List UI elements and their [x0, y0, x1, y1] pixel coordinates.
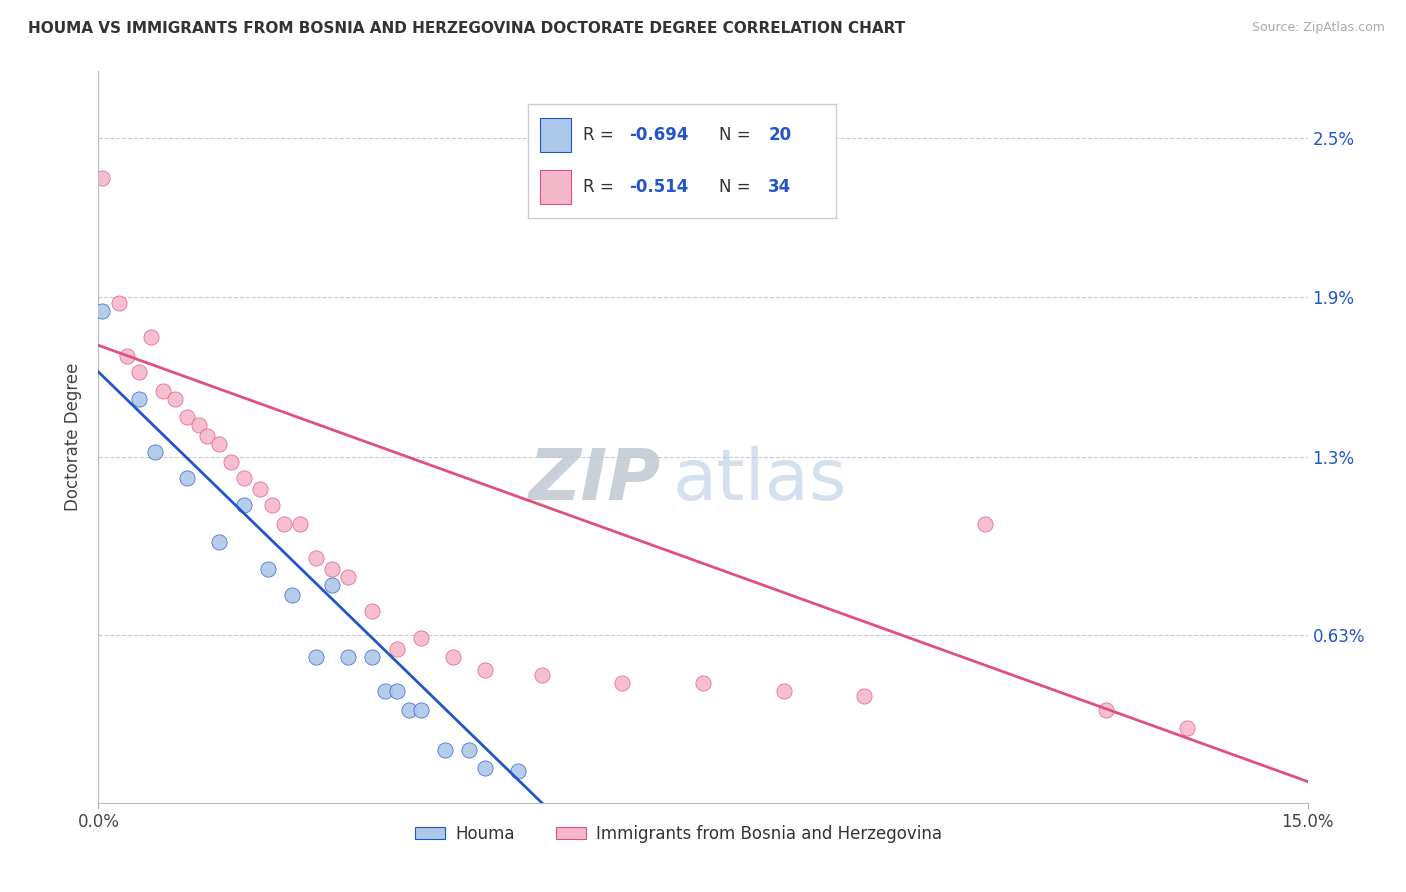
Point: [176, 471, 198, 485]
Point: [692, 676, 714, 690]
Point: [163, 392, 186, 406]
Point: [143, 444, 166, 458]
Point: [107, 295, 129, 310]
Point: [321, 562, 343, 576]
Point: [221, 455, 243, 469]
Point: [374, 684, 396, 698]
Point: [188, 418, 211, 433]
Point: [458, 742, 481, 756]
Point: [208, 436, 231, 450]
Y-axis label: Doctorate Degree: Doctorate Degree: [65, 363, 83, 511]
Point: [128, 365, 150, 379]
Point: [208, 535, 231, 549]
Point: [152, 384, 174, 398]
Point: [530, 668, 553, 682]
Point: [398, 703, 420, 717]
Point: [128, 392, 150, 406]
Point: [1175, 722, 1198, 736]
Point: [195, 429, 218, 443]
Text: ZIP: ZIP: [529, 447, 661, 516]
Point: [256, 562, 278, 576]
Point: [474, 663, 496, 677]
Text: atlas: atlas: [672, 447, 848, 516]
Point: [361, 649, 384, 664]
Point: [612, 676, 634, 690]
Text: HOUMA VS IMMIGRANTS FROM BOSNIA AND HERZEGOVINA DOCTORATE DEGREE CORRELATION CHA: HOUMA VS IMMIGRANTS FROM BOSNIA AND HERZ…: [28, 21, 905, 37]
Point: [249, 482, 271, 496]
Point: [176, 410, 198, 425]
Point: [273, 516, 295, 531]
Point: [91, 170, 114, 185]
Point: [474, 761, 496, 775]
Point: [853, 690, 876, 704]
Point: [409, 631, 432, 645]
Point: [506, 764, 529, 778]
Point: [337, 570, 360, 584]
Point: [91, 303, 114, 318]
Point: [115, 349, 138, 363]
Point: [1095, 703, 1118, 717]
Point: [441, 649, 464, 664]
Point: [361, 604, 384, 618]
Legend: Houma, Immigrants from Bosnia and Herzegovina: Houma, Immigrants from Bosnia and Herzeg…: [409, 818, 949, 849]
Point: [232, 498, 254, 512]
Point: [434, 742, 457, 756]
Point: [321, 577, 343, 591]
Point: [260, 498, 283, 512]
Point: [288, 516, 311, 531]
Point: [409, 703, 432, 717]
Point: [305, 649, 328, 664]
Point: [337, 649, 360, 664]
Point: [385, 641, 408, 656]
Point: [139, 330, 162, 344]
Point: [232, 471, 254, 485]
Point: [281, 588, 304, 602]
Point: [305, 551, 328, 566]
Point: [772, 684, 794, 698]
Text: Source: ZipAtlas.com: Source: ZipAtlas.com: [1251, 21, 1385, 35]
Point: [385, 684, 408, 698]
Point: [974, 516, 997, 531]
